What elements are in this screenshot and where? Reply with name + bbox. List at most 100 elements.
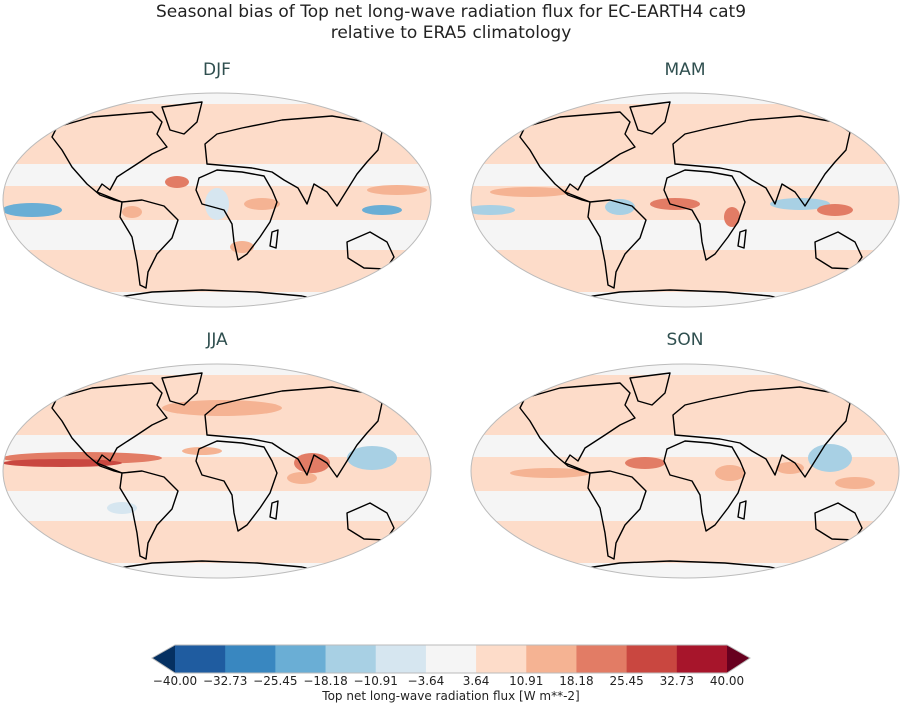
- bias-anomaly: [205, 188, 229, 220]
- coastline: [663, 440, 746, 532]
- colorbar-outline: [151, 644, 751, 674]
- bias-anomaly: [244, 198, 280, 210]
- bias-band: [3, 563, 431, 578]
- coastline: [119, 470, 179, 560]
- panel-title-son: SON: [666, 330, 704, 350]
- coastline: [204, 386, 383, 478]
- bias-anomaly: [817, 204, 853, 216]
- colorbar-tick-label: 3.64: [462, 674, 490, 688]
- colorbar-segment: [626, 645, 678, 673]
- colorbar-label: Top net long-wave radiation flux [W m**-…: [322, 689, 580, 703]
- bias-band: [3, 93, 431, 104]
- bias-band: [3, 364, 431, 375]
- bias-anomaly: [776, 462, 804, 474]
- colorbar-tick-label: 25.45: [609, 674, 644, 688]
- colorbar-tick-label: 40.00: [709, 674, 745, 688]
- bias-band: [471, 364, 899, 375]
- coastline: [629, 101, 671, 135]
- map-field: [3, 93, 431, 307]
- bias-anomaly: [367, 185, 427, 195]
- bias-anomaly: [182, 447, 222, 455]
- colorbar-segment: [275, 645, 327, 673]
- bias-anomaly: [835, 477, 875, 489]
- coastline: [204, 115, 383, 207]
- map-field: [3, 364, 431, 578]
- coastline: [195, 169, 278, 261]
- bias-band: [471, 435, 899, 457]
- bias-band: [471, 563, 899, 578]
- bias-background: [3, 364, 431, 578]
- bias-anomaly: [724, 207, 740, 227]
- colorbar-tick-label: 32.73: [659, 674, 694, 688]
- bias-band: [471, 164, 899, 186]
- bias-band: [3, 491, 431, 521]
- coastline: [269, 229, 279, 249]
- colorbar: [151, 644, 751, 674]
- coastline: [557, 560, 816, 578]
- panel-title-djf: DJF: [203, 60, 231, 80]
- panel-title-jja: JJA: [206, 330, 228, 350]
- bias-band: [471, 220, 899, 250]
- bias-anomaly: [808, 444, 852, 472]
- coastline: [89, 560, 348, 578]
- bias-anomaly: [122, 206, 142, 218]
- bias-anomaly: [650, 198, 700, 210]
- map-mam: [470, 92, 900, 308]
- coastline: [663, 169, 746, 261]
- colorbar-segment: [526, 645, 577, 673]
- coastline: [195, 440, 278, 532]
- colorbar-segment: [576, 645, 628, 673]
- colorbar-segment: [476, 645, 527, 673]
- map-boundary: [470, 92, 900, 308]
- coastline: [672, 386, 851, 478]
- colorbar-segment: [676, 645, 728, 673]
- colorbar-segment: [425, 645, 477, 673]
- panel-title-mam: MAM: [664, 60, 706, 80]
- map-boundary: [2, 92, 432, 308]
- colorbar-extend-min: [152, 645, 175, 673]
- coastline: [587, 199, 647, 289]
- colorbar-segment: [325, 645, 377, 673]
- bias-band: [3, 164, 431, 186]
- colorbar-segment: [225, 645, 276, 673]
- colorbar-segment: [175, 645, 226, 673]
- bias-anomaly: [471, 205, 515, 215]
- coastline: [737, 500, 747, 520]
- coastline: [269, 500, 279, 520]
- coastline: [161, 372, 203, 406]
- colorbar-tick-label: −40.00: [152, 674, 198, 688]
- colorbar-tick-label: −25.45: [253, 674, 298, 688]
- bias-band: [471, 491, 899, 521]
- map-djf: [2, 92, 432, 308]
- bias-band: [3, 220, 431, 250]
- bias-anomaly: [162, 400, 282, 416]
- coastline: [587, 470, 647, 560]
- bias-band: [471, 292, 899, 307]
- colorbar-extend-max: [727, 645, 750, 673]
- map-boundary: [470, 363, 900, 579]
- bias-anomaly: [770, 198, 830, 210]
- colorbar-tick-label: −32.73: [202, 674, 248, 688]
- title-line-1: Seasonal bias of Top net long-wave radia…: [155, 2, 747, 22]
- colorbar-tick-label: 10.91: [509, 674, 544, 688]
- bias-anomaly: [715, 465, 745, 481]
- bias-band: [471, 93, 899, 104]
- map-son: [470, 363, 900, 579]
- colorbar-tick-label: −10.91: [353, 674, 398, 688]
- coastline: [119, 199, 179, 289]
- coastline: [557, 289, 816, 307]
- colorbar-tick-label: −18.18: [303, 674, 348, 688]
- coastline: [51, 382, 168, 474]
- coastline: [51, 111, 168, 203]
- title-line-2: relative to ERA5 climatology: [330, 23, 572, 43]
- colorbar-tick-label: 18.18: [559, 674, 594, 688]
- colorbar-tick-label: −3.64: [407, 674, 445, 688]
- bias-anomaly: [294, 453, 330, 473]
- colorbar-segment: [375, 645, 427, 673]
- coastline: [672, 115, 851, 207]
- bias-band: [3, 292, 431, 307]
- coastline: [161, 101, 203, 135]
- bias-anomaly: [490, 187, 570, 197]
- bias-anomaly: [362, 205, 402, 215]
- bias-anomaly: [165, 176, 189, 188]
